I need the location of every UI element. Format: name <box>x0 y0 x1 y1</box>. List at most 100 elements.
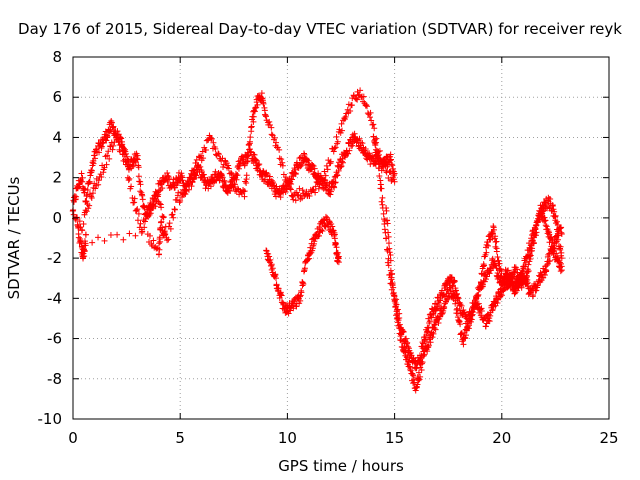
data-point <box>168 212 175 219</box>
data-point <box>318 227 325 234</box>
data-point <box>290 196 297 203</box>
data-point <box>246 140 253 147</box>
data-point <box>156 234 163 241</box>
data-point <box>491 299 498 306</box>
data-point <box>492 238 499 245</box>
data-point <box>312 183 319 190</box>
data-point <box>371 139 378 146</box>
data-point <box>323 162 330 169</box>
data-point <box>558 229 565 236</box>
data-point <box>158 218 165 225</box>
data-point <box>269 265 276 272</box>
data-point <box>496 260 503 267</box>
data-point <box>104 152 111 159</box>
data-point <box>312 189 319 196</box>
data-point <box>276 155 283 162</box>
data-point <box>252 104 259 111</box>
data-point <box>270 179 277 186</box>
data-point <box>388 276 395 283</box>
data-point <box>195 162 202 169</box>
data-point <box>135 173 142 180</box>
data-point <box>86 191 93 198</box>
data-point <box>333 133 340 140</box>
data-point <box>278 156 285 163</box>
data-point <box>404 339 411 346</box>
data-point <box>426 318 433 325</box>
data-point <box>137 181 144 188</box>
data-point <box>292 197 299 204</box>
data-point <box>74 221 81 228</box>
data-point <box>225 165 232 172</box>
data-point <box>400 328 407 335</box>
data-point <box>134 217 141 224</box>
data-point <box>356 135 363 142</box>
data-point <box>297 163 304 170</box>
data-point <box>381 217 388 224</box>
data-point <box>377 181 384 188</box>
data-point <box>382 167 389 174</box>
data-point <box>78 170 85 177</box>
data-point <box>273 139 280 146</box>
data-point <box>371 125 378 132</box>
data-point <box>260 100 267 107</box>
data-point <box>80 221 87 228</box>
data-point <box>310 163 317 170</box>
data-point <box>277 291 284 298</box>
data-point <box>391 178 398 185</box>
data-point <box>104 133 111 140</box>
data-point <box>293 159 300 166</box>
data-point <box>443 286 450 293</box>
y-tick-label: 4 <box>52 128 62 146</box>
x-tick-label: 10 <box>278 429 297 447</box>
data-point <box>231 175 238 182</box>
data-point <box>412 387 419 394</box>
data-point <box>428 314 435 321</box>
data-point <box>542 222 549 229</box>
data-point <box>387 251 394 258</box>
data-point <box>360 93 367 100</box>
data-point <box>156 240 163 247</box>
data-point <box>548 234 555 241</box>
data-point <box>466 315 473 322</box>
data-point <box>129 163 136 170</box>
data-point <box>357 87 364 94</box>
data-point <box>95 181 102 188</box>
data-point <box>263 172 270 179</box>
data-point <box>292 171 299 178</box>
data-point <box>241 193 248 200</box>
data-point <box>334 172 341 179</box>
data-point <box>432 300 439 307</box>
data-point <box>541 272 548 279</box>
data-point <box>332 179 339 186</box>
data-point <box>152 203 159 210</box>
data-point <box>179 177 186 184</box>
data-point <box>385 240 392 247</box>
data-point <box>137 220 144 227</box>
data-point <box>534 282 541 289</box>
data-point <box>418 352 425 359</box>
data-point <box>557 225 564 232</box>
data-point <box>522 281 529 288</box>
data-point <box>318 175 325 182</box>
data-point <box>103 161 110 168</box>
data-point <box>78 239 85 246</box>
data-point <box>315 185 322 192</box>
data-point <box>345 150 352 157</box>
data-point <box>139 192 146 199</box>
data-point <box>73 193 80 200</box>
data-point <box>329 223 336 230</box>
data-point <box>402 348 409 355</box>
data-point <box>545 228 552 235</box>
data-point <box>549 202 556 209</box>
data-point <box>191 166 198 173</box>
data-point <box>159 185 166 192</box>
data-point <box>120 236 127 243</box>
data-point <box>385 175 392 182</box>
data-point <box>339 127 346 134</box>
data-point <box>268 261 275 268</box>
data-point <box>296 185 303 192</box>
data-point <box>385 262 392 269</box>
data-point <box>489 306 496 313</box>
data-point <box>135 210 142 217</box>
data-point <box>109 146 116 153</box>
